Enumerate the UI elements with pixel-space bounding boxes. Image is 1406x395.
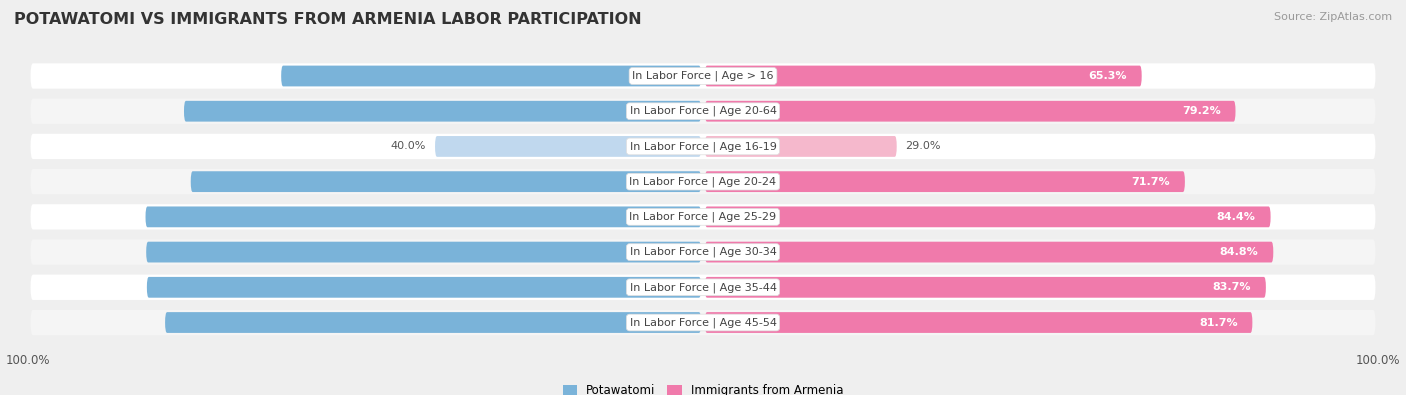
- FancyBboxPatch shape: [704, 136, 897, 157]
- FancyBboxPatch shape: [31, 275, 1375, 300]
- FancyBboxPatch shape: [434, 136, 702, 157]
- FancyBboxPatch shape: [704, 171, 1185, 192]
- FancyBboxPatch shape: [184, 101, 702, 122]
- FancyBboxPatch shape: [191, 171, 702, 192]
- Text: In Labor Force | Age 20-24: In Labor Force | Age 20-24: [630, 177, 776, 187]
- Text: In Labor Force | Age 35-44: In Labor Force | Age 35-44: [630, 282, 776, 293]
- FancyBboxPatch shape: [31, 204, 1375, 229]
- Text: 76.2%: 76.2%: [647, 177, 686, 187]
- Legend: Potawatomi, Immigrants from Armenia: Potawatomi, Immigrants from Armenia: [558, 380, 848, 395]
- Text: 29.0%: 29.0%: [905, 141, 941, 151]
- FancyBboxPatch shape: [704, 277, 1265, 298]
- FancyBboxPatch shape: [31, 134, 1375, 159]
- Text: 71.7%: 71.7%: [1132, 177, 1170, 187]
- Text: In Labor Force | Age 25-29: In Labor Force | Age 25-29: [630, 212, 776, 222]
- Text: In Labor Force | Age 30-34: In Labor Force | Age 30-34: [630, 247, 776, 257]
- FancyBboxPatch shape: [704, 207, 1271, 227]
- Text: 77.2%: 77.2%: [648, 106, 686, 116]
- Text: 79.2%: 79.2%: [1182, 106, 1220, 116]
- Text: 82.7%: 82.7%: [648, 282, 686, 292]
- FancyBboxPatch shape: [31, 310, 1375, 335]
- FancyBboxPatch shape: [704, 242, 1274, 263]
- Text: In Labor Force | Age 16-19: In Labor Force | Age 16-19: [630, 141, 776, 152]
- FancyBboxPatch shape: [146, 277, 702, 298]
- FancyBboxPatch shape: [31, 239, 1375, 265]
- FancyBboxPatch shape: [145, 207, 702, 227]
- Text: 40.0%: 40.0%: [391, 141, 426, 151]
- FancyBboxPatch shape: [31, 63, 1375, 89]
- Text: In Labor Force | Age 20-64: In Labor Force | Age 20-64: [630, 106, 776, 117]
- Text: In Labor Force | Age > 16: In Labor Force | Age > 16: [633, 71, 773, 81]
- Text: 80.0%: 80.0%: [648, 318, 686, 327]
- FancyBboxPatch shape: [704, 101, 1236, 122]
- Text: 65.3%: 65.3%: [1088, 71, 1126, 81]
- Text: 82.9%: 82.9%: [647, 212, 686, 222]
- FancyBboxPatch shape: [31, 98, 1375, 124]
- Text: 81.7%: 81.7%: [1199, 318, 1237, 327]
- Text: Source: ZipAtlas.com: Source: ZipAtlas.com: [1274, 12, 1392, 22]
- Text: In Labor Force | Age 45-54: In Labor Force | Age 45-54: [630, 317, 776, 328]
- Text: 62.8%: 62.8%: [647, 71, 686, 81]
- FancyBboxPatch shape: [146, 242, 702, 263]
- FancyBboxPatch shape: [704, 312, 1253, 333]
- Text: 83.7%: 83.7%: [1212, 282, 1251, 292]
- Text: 84.8%: 84.8%: [1219, 247, 1258, 257]
- FancyBboxPatch shape: [704, 66, 1142, 87]
- FancyBboxPatch shape: [31, 169, 1375, 194]
- Text: 82.8%: 82.8%: [648, 247, 686, 257]
- FancyBboxPatch shape: [281, 66, 702, 87]
- Text: 84.4%: 84.4%: [1216, 212, 1256, 222]
- Text: POTAWATOMI VS IMMIGRANTS FROM ARMENIA LABOR PARTICIPATION: POTAWATOMI VS IMMIGRANTS FROM ARMENIA LA…: [14, 12, 641, 27]
- FancyBboxPatch shape: [165, 312, 702, 333]
